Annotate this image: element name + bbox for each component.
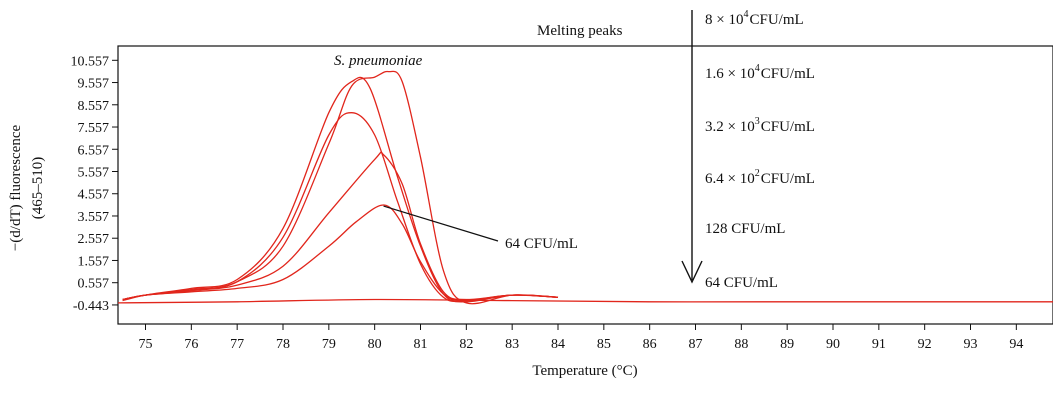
pointer-label: 64 CFU/mL (505, 236, 578, 252)
y-tick-label: 1.557 (78, 254, 110, 269)
x-tick-label: 87 (689, 337, 703, 352)
series-line-3 (122, 112, 559, 303)
y-tick-label: 4.557 (78, 188, 110, 203)
y-axis-title-line1: −(d/dT) fluorescence (8, 125, 24, 252)
y-tick-label: 2.557 (78, 232, 110, 247)
y-tick-label: 8.557 (78, 99, 110, 114)
y-tick-label: 10.557 (71, 54, 110, 69)
series-layer (117, 70, 1053, 305)
x-axis-title: Temperature (°C) (532, 363, 637, 379)
organism-label: S. pneumoniae (334, 53, 423, 69)
x-tick-label: 90 (826, 337, 840, 352)
x-tick-label: 84 (551, 337, 565, 352)
y-axis-ticks: 10.557 9.557 8.557 7.557 6.557 5.557 4.557 3.55… (71, 54, 118, 314)
y-tick-label: 7.557 (78, 121, 110, 136)
x-tick-label: 79 (322, 337, 336, 352)
y-tick-label: 9.557 (78, 77, 110, 92)
legend-entry-3: 3.2 × 103CFU/mL (705, 116, 815, 135)
concentration-arrow (681, 10, 703, 284)
y-tick-label: -0.443 (73, 299, 109, 314)
x-tick-label: 78 (276, 337, 290, 352)
pointer-line (383, 205, 499, 242)
concentration-legend: 8 × 104CFU/mL 1.6 × 104CFU/mL 3.2 × 103CFU… (705, 9, 815, 291)
y-tick-label: 5.557 (78, 166, 110, 181)
arrow-head (681, 260, 703, 284)
x-tick-label: 86 (643, 337, 657, 352)
legend-entry-2: 1.6 × 104CFU/mL (705, 63, 815, 82)
series-line-6 (117, 298, 1053, 304)
legend-entry-6: 64 CFU/mL (705, 275, 778, 291)
x-tick-label: 82 (459, 337, 473, 352)
y-axis-title-line2: (465–510) (30, 157, 46, 220)
y-tick-label: 6.557 (78, 143, 110, 158)
x-tick-label: 76 (184, 337, 198, 352)
x-tick-label: 85 (597, 337, 611, 352)
x-tick-label: 81 (414, 337, 428, 352)
x-tick-label: 88 (734, 337, 748, 352)
y-tick-label: 0.557 (78, 277, 110, 292)
legend-entry-1: 8 × 104CFU/mL (705, 9, 804, 28)
series-line-5 (122, 204, 559, 302)
plot-frame (117, 45, 1053, 325)
series-line-4 (122, 151, 559, 301)
legend-entry-5: 128 CFU/mL (705, 221, 785, 237)
x-tick-label: 94 (1009, 337, 1023, 352)
x-tick-label: 89 (780, 337, 794, 352)
x-tick-label: 92 (918, 337, 932, 352)
x-tick-label: 93 (964, 337, 978, 352)
series-line-1 (122, 70, 559, 305)
y-tick-label: 3.557 (78, 210, 110, 225)
x-axis-ticks: 75 76 77 78 79 80 81 82 83 84 85 86 87 88 89 90 91 92 93 94 (139, 324, 1023, 352)
legend-entry-4: 6.4 × 102CFU/mL (705, 168, 815, 187)
x-tick-label: 80 (368, 337, 382, 352)
chart-title: Melting peaks (537, 23, 623, 39)
series-line-2 (122, 76, 559, 303)
x-tick-label: 75 (139, 337, 153, 352)
x-tick-label: 83 (505, 337, 519, 352)
x-tick-label: 91 (872, 337, 886, 352)
x-tick-label: 77 (230, 337, 244, 352)
